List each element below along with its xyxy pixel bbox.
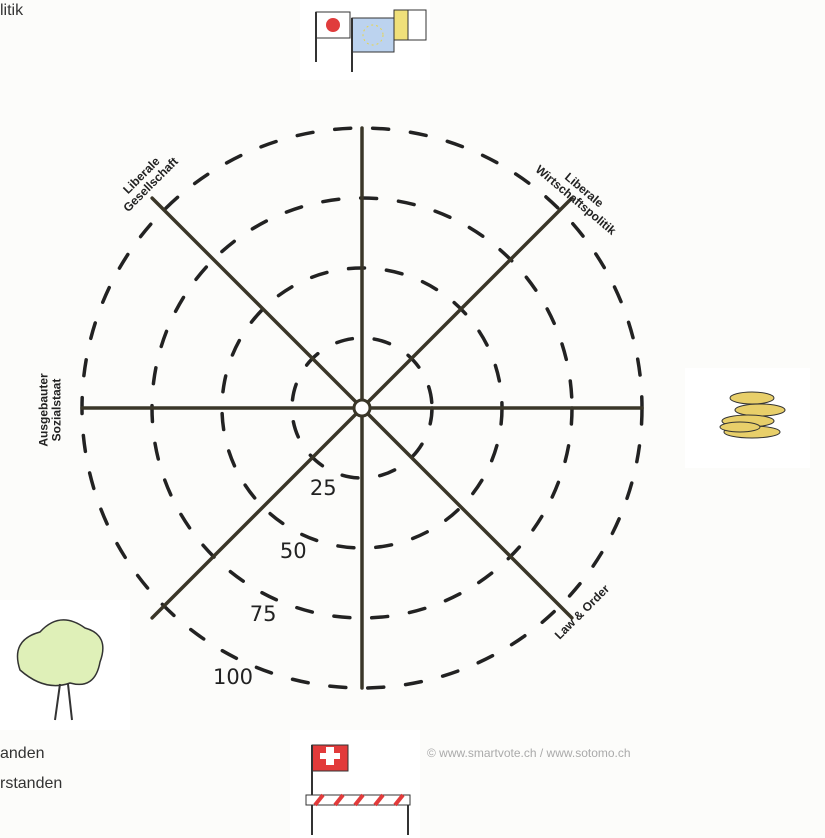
coins-icon [685, 368, 810, 468]
chart: 255075100LiberaleWirtschaftspolitikLaw &… [0, 0, 825, 838]
axis-label-line: Sozialstaat [50, 379, 64, 442]
center [354, 400, 370, 416]
cropped-text: litik [0, 2, 24, 19]
barrier-icon [290, 730, 420, 838]
tree-icon [0, 600, 130, 730]
axis-label: AusgebauterSozialstaat [37, 373, 64, 447]
ring-label: 50 [280, 539, 307, 563]
cropped-text: anden [0, 745, 45, 762]
cropped-text: rstanden [0, 775, 62, 792]
ring-label: 25 [310, 476, 337, 500]
ring-label: 75 [250, 602, 277, 626]
flags-icon [300, 0, 430, 80]
axis-label-line: Ausgebauter [37, 373, 51, 447]
page: 255075100LiberaleWirtschaftspolitikLaw &… [0, 0, 825, 838]
ring-label: 100 [213, 665, 253, 689]
source: © www.smartvote.ch / www.sotomo.ch [427, 746, 631, 760]
